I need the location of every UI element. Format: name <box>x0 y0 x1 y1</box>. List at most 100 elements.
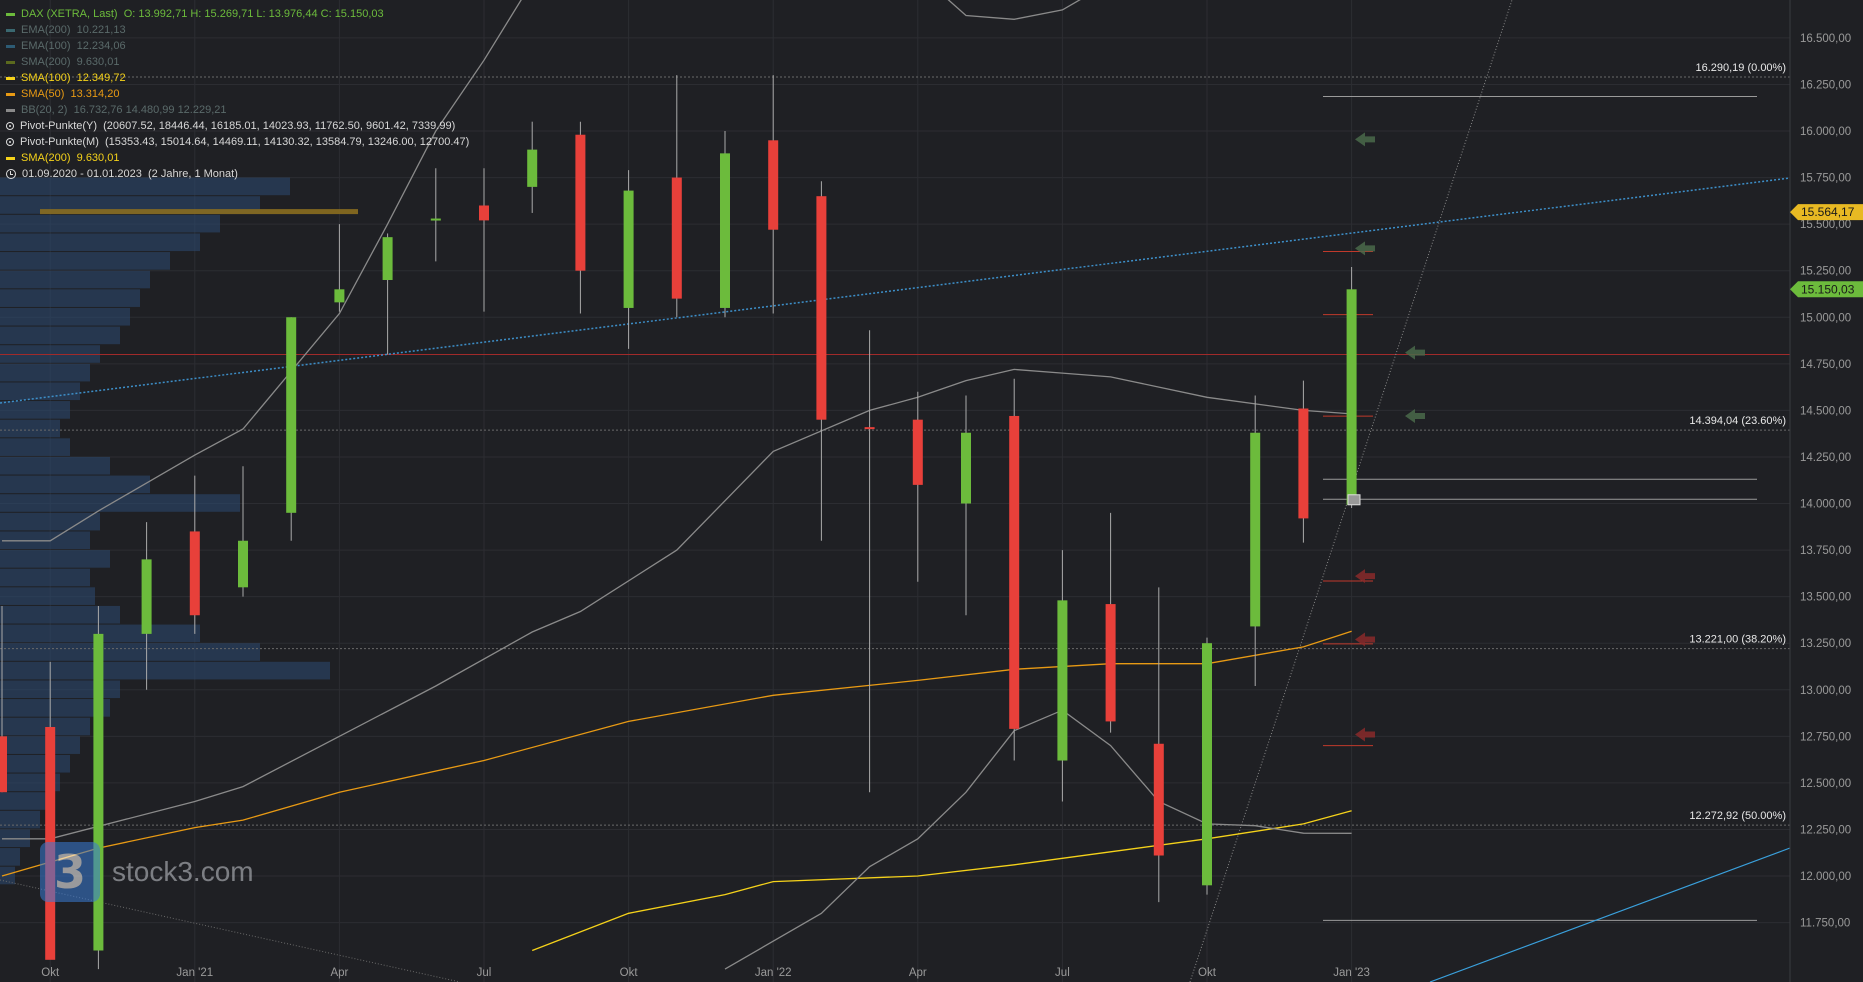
candle-body <box>1009 415 1020 729</box>
clock-icon <box>6 169 16 179</box>
legend-row[interactable]: Pivot-Punkte(Y) (20607.52, 18446.44, 161… <box>6 118 469 134</box>
legend-value: 9.630,01 <box>70 152 120 164</box>
legend-value: 12.234,06 <box>70 40 126 52</box>
arrow-marker-icon <box>1405 345 1425 360</box>
candle-body <box>1202 643 1212 886</box>
y-tick-label: 14.500,00 <box>1800 405 1851 417</box>
volume-profile-bar <box>0 401 70 419</box>
price-label-text: 15.564,17 <box>1801 205 1855 219</box>
candle-body <box>286 317 297 513</box>
volume-profile-bar <box>0 736 80 754</box>
legend-label: SMA(200) <box>21 56 71 68</box>
candle-body <box>334 289 345 303</box>
legend-row[interactable]: 01.09.2020 - 01.01.2023 (2 Jahre, 1 Mona… <box>6 166 469 182</box>
volume-profile-bar <box>0 661 330 680</box>
candle-body <box>141 559 152 634</box>
candle-body <box>1153 743 1164 856</box>
series-line-0 <box>1 630 1352 877</box>
candle-body <box>382 237 393 280</box>
volume-profile-bar <box>0 270 150 289</box>
volume-profile-bar <box>0 699 110 717</box>
volume-profile-bar <box>0 494 240 512</box>
candle-body <box>1105 604 1116 722</box>
legend-row[interactable]: Pivot-Punkte(M) (15353.43, 15014.64, 144… <box>6 134 469 150</box>
y-tick-label: 15.500,00 <box>1800 219 1851 231</box>
candle-body <box>527 149 538 187</box>
y-tick-label: 12.000,00 <box>1800 871 1851 883</box>
pivot-circle-icon <box>6 138 14 146</box>
y-tick-label: 12.500,00 <box>1800 778 1851 790</box>
y-tick-label: 16.000,00 <box>1800 126 1851 138</box>
volume-profile-bar <box>0 475 150 494</box>
stock3-watermark: 3 stock3.com <box>40 842 254 902</box>
volume-profile-bar <box>0 233 200 252</box>
trend-line-solid <box>1429 847 1791 982</box>
x-tick-label: Okt <box>41 967 60 979</box>
legend-value: 9.630,01 <box>70 56 120 68</box>
candle-body <box>961 432 971 504</box>
legend-value: 13.314,20 <box>64 88 120 100</box>
legend-row[interactable]: SMA(200) 9.630,01 <box>6 150 469 166</box>
volume-profile-bar <box>0 848 20 866</box>
y-tick-label: 15.250,00 <box>1800 266 1851 278</box>
x-tick-label: Apr <box>330 967 348 979</box>
volume-profile-bar <box>0 792 50 810</box>
line-swatch-icon <box>6 60 15 64</box>
legend-label: Pivot-Punkte(M) <box>20 136 99 148</box>
volume-profile-bar <box>0 252 170 270</box>
series-line-4 <box>947 0 1081 20</box>
volume-profile-bar <box>0 214 220 233</box>
legend-label: EMA(100) <box>21 40 71 52</box>
fib-label: 13.221,00 (38.20%) <box>1689 634 1786 646</box>
candle-body <box>238 540 248 588</box>
legend-row[interactable]: SMA(200) 9.630,01 <box>6 54 469 70</box>
chart-legend: DAX (XETRA, Last) O: 13.992,71 H: 15.269… <box>6 6 469 182</box>
fib-label: 16.290,19 (0.00%) <box>1695 62 1786 74</box>
y-tick-label: 15.000,00 <box>1800 312 1851 324</box>
candle-body <box>720 153 730 308</box>
volume-profile-bar <box>0 568 90 587</box>
y-tick-label: 12.250,00 <box>1800 824 1851 836</box>
line-swatch-icon <box>6 28 15 32</box>
legend-row[interactable]: EMA(200) 10.221,13 <box>6 22 469 38</box>
legend-row[interactable]: SMA(50) 13.314,20 <box>6 86 469 102</box>
y-tick-label: 15.750,00 <box>1800 173 1851 185</box>
candle-body <box>0 736 7 793</box>
y-tick-label: 16.250,00 <box>1800 79 1851 91</box>
legend-row[interactable]: EMA(100) 12.234,06 <box>6 38 469 54</box>
candle-body <box>575 134 586 271</box>
y-tick-label: 14.250,00 <box>1800 452 1851 464</box>
trend-line-dotted <box>0 177 1791 404</box>
volume-profile-bar <box>0 326 120 345</box>
candle-body <box>430 218 441 221</box>
candle-body <box>93 633 104 951</box>
candle-body <box>671 177 682 299</box>
candle-body <box>1298 408 1309 519</box>
volume-profile-bar <box>0 680 120 699</box>
arrow-marker-icon <box>1355 632 1375 647</box>
legend-value: 12.349,72 <box>70 72 126 84</box>
candle-body <box>912 419 923 485</box>
legend-label: SMA(200) <box>21 152 71 164</box>
arrow-marker-icon <box>1355 569 1375 584</box>
x-tick-label: Okt <box>620 967 639 979</box>
arrow-marker-icon <box>1405 408 1425 423</box>
legend-value: 16.732,76 14.480,99 12.229,21 <box>67 104 227 116</box>
y-tick-label: 13.000,00 <box>1800 685 1851 697</box>
y-tick-label: 14.750,00 <box>1800 359 1851 371</box>
legend-value: (15353.43, 15014.64, 14469.11, 14130.32,… <box>98 136 470 148</box>
x-tick-label: Apr <box>909 967 927 979</box>
legend-label: BB(20, 2) <box>21 104 68 116</box>
legend-value: (20607.52, 18446.44, 16185.01, 14023.93,… <box>97 120 456 132</box>
legend-row[interactable]: SMA(100) 12.349,72 <box>6 70 469 86</box>
legend-row[interactable]: BB(20, 2) 16.732,76 14.480,99 12.229,21 <box>6 102 469 118</box>
legend-line-swatch <box>6 12 15 16</box>
legend-title-row: DAX (XETRA, Last) O: 13.992,71 H: 15.269… <box>6 6 469 22</box>
price-label-text: 15.150,03 <box>1801 282 1855 296</box>
arrow-marker-icon <box>1355 132 1375 147</box>
volume-profile-bar <box>0 512 100 531</box>
x-tick-label: Jul <box>1055 967 1070 979</box>
volume-profile-bar <box>0 307 130 326</box>
